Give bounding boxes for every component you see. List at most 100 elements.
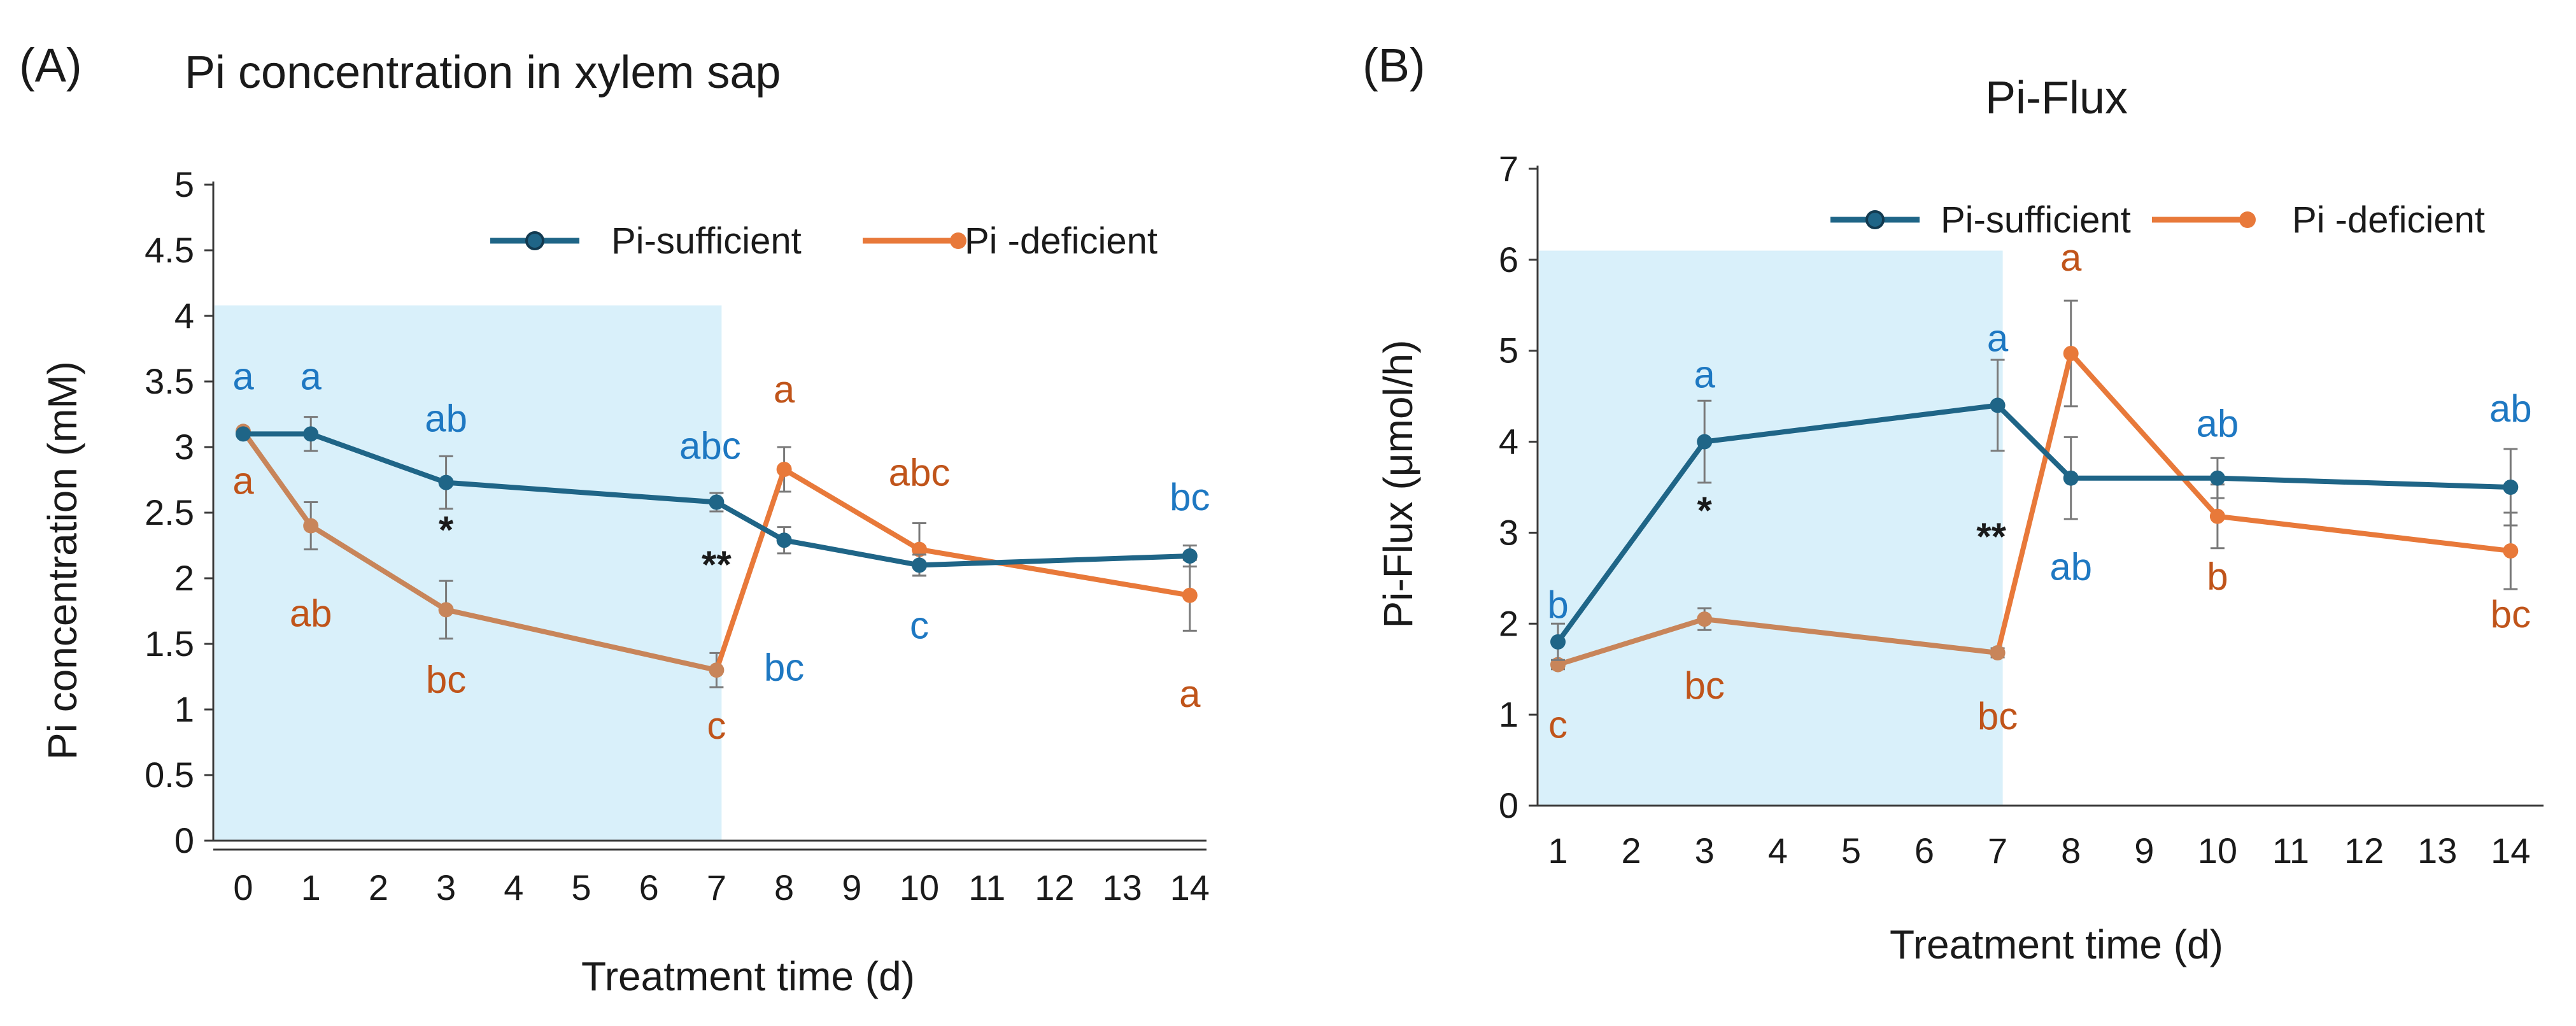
panel-b-y-tick-label: 2 xyxy=(1499,603,1518,643)
panel-a-y-axis-label: Pi concentration (mM) xyxy=(39,361,85,760)
panel-b-y-tick-label: 3 xyxy=(1499,512,1518,552)
panel-b-sufficient-point xyxy=(2063,470,2079,486)
panel-b-deficient-letter: c xyxy=(1548,704,1568,746)
panel-b-sufficient-letter: a xyxy=(1987,317,2009,359)
panel-a-deficient-point xyxy=(438,602,454,618)
panel-a-x-tick-label: 11 xyxy=(968,867,1005,908)
panel-a-y-tick-label: 3.5 xyxy=(145,361,194,401)
panel-a-x-tick-label: 12 xyxy=(1035,867,1074,908)
panel-a-significance-marker: ** xyxy=(702,543,732,586)
panel-a-sufficient-letter: c xyxy=(910,604,929,646)
panel-a-deficient-letter: a xyxy=(774,368,795,411)
panel-b-deficient-point xyxy=(1697,611,1713,627)
panel-a-legend-marker-deficient xyxy=(950,232,966,249)
panel-b-sufficient-point xyxy=(1697,434,1713,450)
panel-a-sufficient-point xyxy=(438,474,454,490)
panel-a-y-tick-label: 0.5 xyxy=(145,755,194,795)
panel-a-significance-marker: * xyxy=(439,508,454,551)
panel-b-x-axis-label: Treatment time (d) xyxy=(1890,922,2223,967)
panel-a-deficient-letter: a xyxy=(1179,673,1201,715)
panel-b-label: (B) xyxy=(1362,39,1426,92)
panel-b-sufficient-point xyxy=(1990,397,2006,413)
panel-a-label: (A) xyxy=(19,39,82,92)
panel-a-x-tick-label: 7 xyxy=(707,867,726,908)
panel-b: (B) Pi-Flux Pi-Flux (μmol/h) Treatment t… xyxy=(1362,39,2544,967)
panel-b-legend-marker-deficient xyxy=(2239,211,2256,228)
panel-b-sufficient-letter: ab xyxy=(2197,403,2239,445)
panel-a-sufficient-letter: bc xyxy=(764,646,804,688)
panel-a-x-axis-label: Treatment time (d) xyxy=(581,953,915,999)
panel-a-x-tick-label: 6 xyxy=(639,867,659,908)
panel-a-x-tick-label: 1 xyxy=(301,867,321,908)
panel-b-legend-marker-sufficient xyxy=(1865,210,1885,229)
panel-b-sufficient-line-segment xyxy=(1995,403,2074,481)
panel-a-legend-label-sufficient: Pi-sufficient xyxy=(611,220,802,262)
panel-a-deficient-line-segment xyxy=(308,523,449,613)
panel-b-sufficient-point xyxy=(1550,634,1566,650)
panel-b-deficient-letter: bc xyxy=(1978,695,2018,737)
panel-b-x-tick-label: 11 xyxy=(2272,830,2309,871)
panel-b-sufficient-letter: b xyxy=(1547,583,1568,626)
panel-a-title: Pi concentration in xylem sap xyxy=(185,47,781,98)
panel-a-sufficient-point xyxy=(912,557,927,573)
panel-a-x-tick-label: 5 xyxy=(571,867,591,908)
panel-a-y-tick-label: 0 xyxy=(174,820,194,860)
panel-a-legend-label-deficient: Pi -deficient xyxy=(965,220,1157,262)
panel-b-sufficient-line-segment xyxy=(1555,439,1708,645)
panel-b-deficient-line-segment xyxy=(2214,513,2514,553)
panel-a-x-tick-label: 10 xyxy=(900,867,939,908)
panel-b-sufficient-point xyxy=(2209,470,2225,486)
panel-a-sufficient-letter: bc xyxy=(1170,476,1210,518)
panel-b-x-tick-label: 7 xyxy=(1988,830,2007,871)
panel-b-y-tick-label: 7 xyxy=(1499,148,1518,189)
panel-b-x-tick-label: 2 xyxy=(1622,830,1641,871)
panel-a-sufficient-line-segment xyxy=(714,499,787,543)
panel-a-y-tick-label: 4 xyxy=(174,296,194,336)
panel-b-x-tick-label: 3 xyxy=(1695,830,1715,871)
panel-b-sufficient-point xyxy=(2503,480,2519,495)
panel-b-y-tick-label: 4 xyxy=(1499,422,1518,462)
panel-b-significance-marker: * xyxy=(1697,489,1713,532)
panel-a-sufficient-point xyxy=(1182,548,1198,564)
panel-b-deficient-point xyxy=(2209,508,2225,524)
panel-b-deficient-letter: b xyxy=(2207,555,2228,598)
panel-a-sufficient-letter: ab xyxy=(425,397,467,440)
panel-b-deficient-letter: a xyxy=(2060,236,2082,279)
panel-b-legend-label-deficient: Pi -deficient xyxy=(2292,199,2485,241)
panel-a-deficient-point xyxy=(303,518,319,534)
panel-b-deficient-line-segment xyxy=(1702,616,2000,655)
panel-b-x-tick-label: 9 xyxy=(2134,830,2154,871)
panel-b-legend-label-sufficient: Pi-sufficient xyxy=(1941,199,2131,241)
panel-b-x-tick-label: 10 xyxy=(2198,830,2237,871)
panel-a-x-tick-label: 3 xyxy=(436,867,456,908)
panel-a-sufficient-line-segment xyxy=(443,480,719,505)
panel-a-shaded-region xyxy=(215,305,722,841)
panel-b-x-tick-label: 14 xyxy=(2491,830,2530,871)
panel-a-y-tick-label: 4.5 xyxy=(145,230,194,270)
panel-b-sufficient-letter: a xyxy=(1694,353,1716,396)
panel-a-y-tick-label: 5 xyxy=(174,164,194,204)
panel-a-deficient-point xyxy=(1182,587,1198,603)
panel-b-sufficient-letter: ab xyxy=(2049,546,2092,588)
panel-a-deficient-line-segment xyxy=(917,546,1192,598)
panel-b-x-tick-label: 12 xyxy=(2344,830,2384,871)
panel-a-sufficient-point xyxy=(709,494,725,510)
panel-a-y-tick-label: 2 xyxy=(174,558,194,598)
panel-a-sufficient-letter: a xyxy=(301,355,322,397)
panel-a-sufficient-point xyxy=(303,426,319,442)
panel-a-sufficient-point xyxy=(776,532,792,548)
panel-a-deficient-letter: abc xyxy=(889,452,951,494)
panel-a-x-tick-label: 4 xyxy=(504,867,523,908)
panel-b-deficient-line-segment xyxy=(1995,351,2074,655)
panel-a-deficient-letter: ab xyxy=(290,592,332,635)
panel-a-x-tick-label: 14 xyxy=(1170,867,1210,908)
panel-a-y-tick-label: 2.5 xyxy=(145,492,194,532)
panel-a-deficient-point xyxy=(709,662,725,678)
panel-a-legend-marker-sufficient xyxy=(525,231,544,250)
panel-b-sufficient-line-segment xyxy=(1702,403,2000,445)
panel-b-x-tick-label: 1 xyxy=(1548,830,1568,871)
panel-a-sufficient-point xyxy=(236,426,251,442)
panel-a-deficient-line-segment xyxy=(443,607,719,673)
panel-a-deficient-line-segment xyxy=(714,467,787,673)
